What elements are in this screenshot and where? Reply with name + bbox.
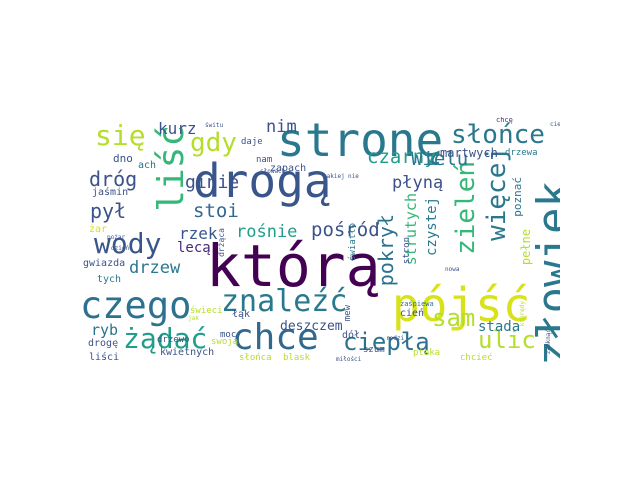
word-wiecej: więcej (482, 147, 512, 241)
word-rodzi: rodzi (386, 335, 405, 342)
word-ryb: ryb (91, 321, 119, 339)
word-ginie: ginie (185, 172, 240, 193)
word-droga: drogą (193, 154, 332, 208)
word-kwietnych: kwietnych (160, 347, 215, 358)
word-stron: stron (402, 237, 412, 265)
word-wody: wody (94, 227, 162, 260)
word-cien: cień (400, 308, 425, 319)
word-mew: mew (343, 305, 353, 322)
word-stada: stada (478, 319, 521, 335)
word-posrod: pośród (311, 219, 380, 241)
word-kurz: kurz (158, 119, 197, 138)
word-cieplą: ciepłą (343, 328, 430, 356)
word-ktora: którą (206, 232, 381, 300)
word-rzek: rzek (179, 224, 218, 243)
word-tych: tych (97, 274, 122, 285)
word-ulic: ulic (478, 326, 536, 354)
word-lak: łąk (232, 309, 251, 320)
word-ptaka: ptaka (413, 348, 441, 358)
word-jasmin: jaśmin (92, 187, 129, 198)
word-blask: blask (283, 353, 311, 363)
word-drzewo: drzewo (157, 335, 190, 345)
word-dzien: dzień (111, 245, 130, 252)
word-slowach: słowach (260, 168, 286, 175)
word-dno: dno (113, 152, 133, 165)
word-poznac: poznać (511, 177, 524, 217)
word-dol: dół (342, 330, 361, 341)
word-chciec: chcieć (460, 353, 493, 363)
word-swieci: świeci (190, 306, 223, 316)
word-zar: żar (89, 224, 108, 235)
word-leca: lecą (177, 240, 211, 256)
word-ktedy: którędy (519, 301, 526, 327)
word-szum: szum (363, 345, 385, 355)
word-moc: moc (220, 330, 237, 340)
word-gwiazda: gwiazda (83, 258, 126, 269)
word-nie: nie (348, 173, 359, 180)
word-pokryl: pokrył (374, 214, 398, 287)
word-pelne: pełne (519, 229, 533, 266)
word-milosci: miłości (336, 356, 362, 363)
word-czarny: czarny (367, 146, 436, 168)
word-nim: nim (266, 117, 297, 137)
word-czystej: czystej (424, 197, 440, 257)
word-swiatlo: światło (348, 223, 358, 261)
word-drzew: drzew (129, 258, 181, 278)
word-zadac: żądać (123, 322, 208, 355)
word-zaspiewa: zaśpiewa (400, 300, 434, 308)
word-pojsc: pójść (392, 278, 531, 332)
word-jak: jak (188, 315, 199, 322)
word-ciebie: ciebie (550, 121, 560, 128)
word-stoi: stoi (193, 200, 239, 222)
word-drzaca: drżąca (217, 228, 226, 257)
word-martwych: martwych (440, 146, 498, 160)
word-czego: czego (80, 284, 192, 327)
word-pyl: pył (90, 199, 127, 223)
word-plyna: płyną (392, 173, 444, 193)
word-swoja: swoją (211, 337, 239, 347)
word-pozar: pożar (107, 234, 126, 241)
word-nowa: nowa (445, 266, 460, 273)
word-cloud: którą drogą stronę człowiek pójść czego … (80, 117, 560, 363)
word-sam: sam (432, 304, 476, 332)
word-znalezc: znaleźć (221, 284, 348, 319)
word-lisc: liść (151, 125, 192, 212)
word-deszczem: deszczem (280, 319, 343, 334)
word-takiej: takiej (323, 173, 345, 180)
word-drzewa: drzewa (505, 148, 538, 158)
word-zamknac: zamknąć (545, 329, 552, 355)
word-lisci: liści (89, 352, 120, 363)
word-droge: drogę (88, 338, 119, 349)
word-switu: świtu (205, 122, 224, 129)
word-slonca: słońca (239, 353, 272, 363)
word-rosnie: rośnie (236, 222, 298, 242)
word-wielu: Wielu (411, 148, 469, 170)
word-zielen: zieleń (451, 161, 481, 255)
word-chce2: chcę (496, 117, 513, 124)
word-nam: nam (256, 155, 273, 165)
word-strone: stronę (277, 117, 444, 167)
word-drog: dróg (89, 167, 138, 191)
word-zapach: zapach (270, 163, 307, 174)
word-daje: daje (241, 137, 263, 147)
word-slonce: słońce (451, 120, 545, 150)
word-ach: ach (138, 160, 157, 171)
word-sie: się (95, 119, 146, 152)
word-gdy: gdy (190, 128, 237, 158)
word-chce: chce (232, 317, 319, 358)
